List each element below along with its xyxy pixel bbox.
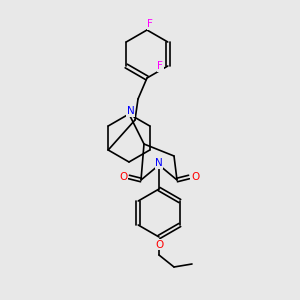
Text: F: F [147, 19, 153, 29]
Text: N: N [127, 106, 134, 116]
Text: F: F [157, 61, 163, 71]
Text: O: O [119, 172, 127, 182]
Text: O: O [155, 239, 163, 250]
Text: N: N [155, 158, 163, 169]
Text: O: O [191, 172, 199, 182]
